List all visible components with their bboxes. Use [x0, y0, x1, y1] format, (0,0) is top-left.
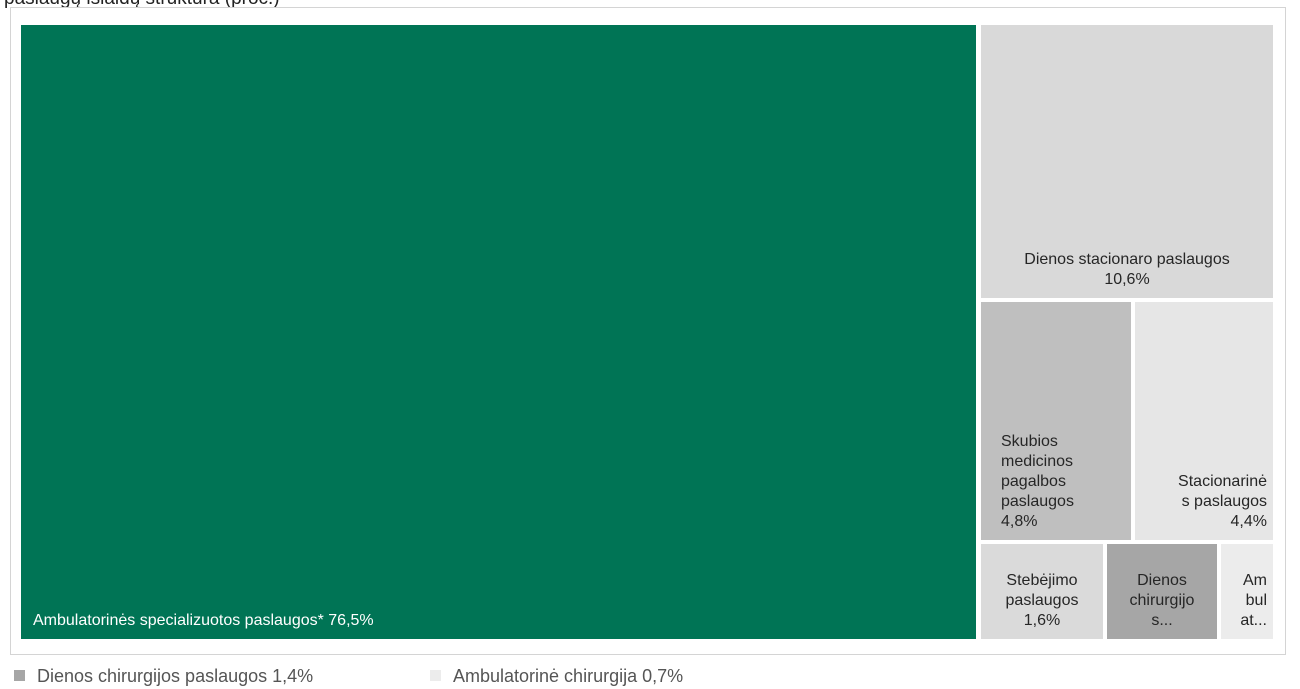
tile-label-line: Dienos: [1137, 572, 1187, 589]
tile-label: Dienos chirurgijo s...: [1107, 571, 1217, 631]
tile-label-line: bul: [1245, 592, 1267, 609]
tile-label: Stacionarinė s paslaugos 4,4%: [1135, 472, 1273, 532]
tile-label: Ambulatorinės specializuotos paslaugos* …: [21, 611, 976, 631]
tile-label-line: s paslaugos: [1181, 493, 1267, 510]
tile-label-line: Skubios: [1001, 433, 1058, 450]
tile-label-line: Ambulatorinės specializuotos paslaugos* …: [33, 612, 374, 629]
tile-label-line: Stebėjimo: [1006, 572, 1078, 589]
tile-label-line: 4,8%: [1001, 513, 1038, 530]
tile-label-line: s...: [1151, 612, 1173, 629]
tile-label-line: 10,6%: [1104, 271, 1150, 288]
tile-dienos-chirurgijos: Dienos chirurgijo s...: [1107, 544, 1217, 639]
legend-text: Dienos chirurgijos paslaugos 1,4%: [37, 666, 314, 686]
tile-label-line: 4,4%: [1230, 513, 1267, 530]
tile-label-line: Am: [1243, 572, 1267, 589]
tile-label: Am bul at...: [1221, 571, 1273, 631]
treemap-frame: Ambulatorinės specializuotos paslaugos* …: [10, 7, 1286, 655]
tile-label-line: 1,6%: [1023, 612, 1061, 629]
legend-text: Ambulatorinė chirurgija 0,7%: [453, 666, 684, 686]
tile-label-line: pagalbos: [1001, 473, 1066, 490]
tile-dienos-stacionaro: Dienos stacionaro paslaugos 10,6%: [981, 25, 1273, 298]
legend-swatch: [430, 670, 441, 681]
tile-ambulatorine-chirurgija: Am bul at...: [1221, 544, 1273, 639]
tile-ambulatorines-specializuotos: Ambulatorinės specializuotos paslaugos* …: [21, 25, 976, 639]
partial-chart-title: paslaugų išlaidų struktūra (proc.): [4, 0, 280, 10]
tile-stebejimo: Stebėjimo paslaugos 1,6%: [981, 544, 1103, 639]
tile-label-line: medicinos: [1001, 453, 1074, 470]
tile-label-line: Dienos stacionaro paslaugos: [1024, 251, 1230, 268]
tile-label-line: chirurgijo: [1129, 592, 1195, 609]
tile-label-line: paslaugos: [1005, 592, 1079, 609]
tile-skubios-medicinos-pagalbos: Skubios medicinos pagalbos paslaugos 4,8%: [981, 302, 1131, 540]
tile-label-line: Stacionarinė: [1178, 473, 1267, 490]
tile-label: Stebėjimo paslaugos 1,6%: [981, 571, 1103, 631]
tile-stacionarines: Stacionarinė s paslaugos 4,4%: [1135, 302, 1273, 540]
tile-label: Skubios medicinos pagalbos paslaugos 4,8%: [981, 432, 1131, 532]
tile-label: Dienos stacionaro paslaugos 10,6%: [981, 250, 1273, 290]
tile-label-line: at...: [1240, 612, 1267, 629]
tile-label-line: paslaugos: [1001, 493, 1074, 510]
legend-swatch: [14, 670, 25, 681]
